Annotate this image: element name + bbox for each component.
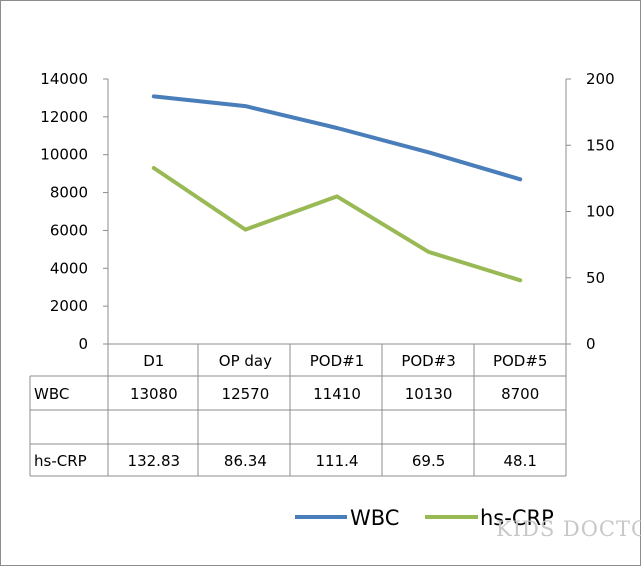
table-cell: 69.5: [412, 452, 445, 470]
category-label: OP day: [219, 352, 272, 370]
row-label: hs-CRP: [34, 452, 87, 470]
row-label: WBC: [34, 385, 69, 403]
table-cell: 132.83: [128, 452, 181, 470]
right-tick-label: 100: [586, 203, 615, 221]
category-label: POD#5: [493, 352, 548, 370]
legend: WBC hs-CRP: [295, 506, 554, 530]
table-cell: 11410: [313, 385, 361, 403]
table-cell: 13080: [130, 385, 178, 403]
legend-label: WBC: [350, 506, 399, 530]
right-tick-label: 200: [586, 70, 615, 88]
table-cell: 48.1: [503, 452, 536, 470]
table-cell: 86.34: [224, 452, 267, 470]
category-label: POD#1: [310, 352, 365, 370]
category-label: POD#3: [401, 352, 456, 370]
series-line-hs-crp: [151, 166, 523, 283]
left-tick-label: 6000: [50, 221, 88, 239]
left-tick-label: 12000: [40, 108, 88, 126]
left-tick-label: 4000: [50, 259, 88, 277]
table-cell: 10130: [405, 385, 453, 403]
left-tick-label: 10000: [40, 146, 88, 164]
left-tick-label: 8000: [50, 184, 88, 202]
legend-label: hs-CRP: [480, 506, 554, 530]
left-tick-label: 0: [78, 335, 88, 353]
table-cell: 12570: [222, 385, 270, 403]
watermark-logo: KIDS DOCTOR: [496, 517, 641, 541]
table-cell: 8700: [501, 385, 539, 403]
series-line-wbc: [151, 94, 523, 182]
left-tick-label: 2000: [50, 297, 88, 315]
category-label: D1: [143, 352, 164, 370]
right-tick-label: 150: [586, 136, 615, 154]
table-cell: 111.4: [316, 452, 359, 470]
right-tick-label: 0: [586, 335, 596, 353]
left-axis-ticks: 0 2000 4000 6000 8000 10000 12000 14000: [40, 70, 88, 353]
series-lines: [151, 94, 523, 283]
data-table: D1 OP day POD#1 POD#3 POD#5 WBC 13080 12570 1141…: [29, 343, 567, 477]
left-tick-label: 14000: [40, 70, 88, 88]
axes: [103, 78, 571, 345]
right-axis-ticks: 0 50 100 150 200: [586, 70, 615, 353]
right-tick-label: 50: [586, 269, 605, 287]
